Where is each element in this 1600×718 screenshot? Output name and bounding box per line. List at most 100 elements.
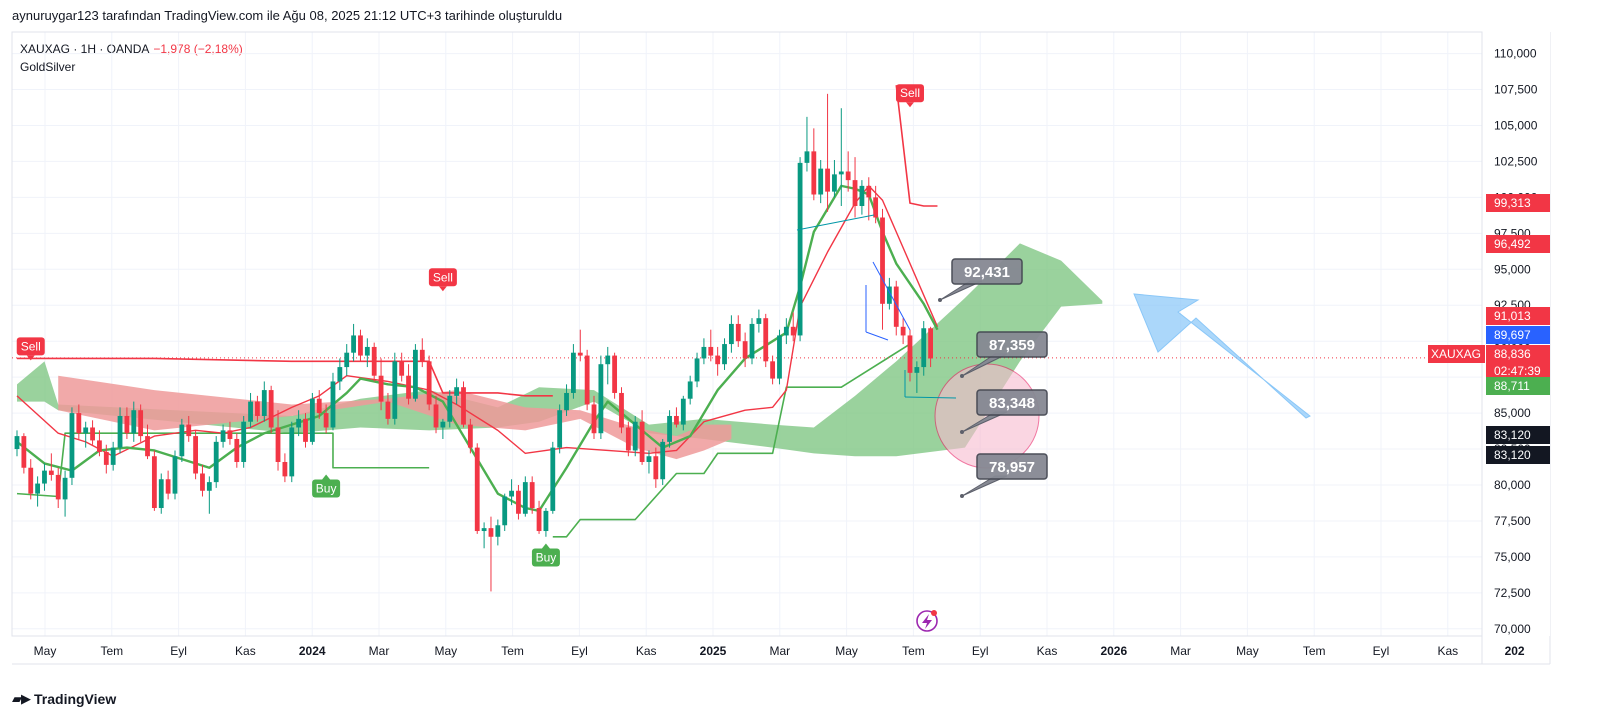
candle-body: [234, 438, 240, 462]
user-drawings[interactable]: 92,431 87,359 83,348 78,957: [796, 214, 1311, 632]
candle-body: [303, 418, 308, 442]
signal-label: Buy: [316, 481, 337, 495]
highlight-circle: [934, 363, 1040, 469]
candle-body: [351, 335, 356, 353]
callout-label: 92,431: [964, 264, 1010, 281]
sell-signal: Sell: [428, 268, 457, 292]
price-axis[interactable]: 110,000107,500105,000102,500100,00097,50…: [1428, 32, 1550, 664]
time-tick-label: May: [34, 644, 57, 658]
tradingview-logo-icon: ▰▶: [12, 691, 31, 706]
candle-body: [454, 387, 460, 396]
candle-body: [309, 398, 315, 442]
time-tick-label: Mar: [769, 644, 790, 658]
chart-frame: [11, 31, 1483, 637]
candle-body: [742, 341, 748, 359]
price-tick-label: 80,000: [1494, 478, 1531, 492]
candle-body: [255, 401, 260, 416]
price-label: 91,013: [1486, 307, 1550, 325]
tradingview-logo[interactable]: ▰▶ TradingView: [12, 691, 116, 707]
time-tick-label: 2025: [700, 644, 727, 658]
candle-body: [316, 398, 322, 414]
sell-signal: Sell: [16, 337, 45, 361]
time-tick-label: Kas: [1437, 644, 1458, 658]
candle-body: [413, 349, 418, 399]
symbol-tag: XAUXAG: [1431, 347, 1481, 361]
candle-body: [763, 318, 769, 362]
callout-label: 87,359: [989, 337, 1035, 354]
candle-body: [900, 326, 906, 336]
candle-body: [158, 479, 164, 509]
candle-body: [522, 482, 528, 514]
price-tick-label: 72,500: [1494, 586, 1531, 600]
candle-body: [461, 387, 466, 425]
signal-badge: [16, 337, 45, 356]
candle-body: [392, 361, 398, 419]
callout-label: 78,957: [989, 459, 1035, 476]
candle-body: [605, 355, 611, 365]
candle-body: [474, 447, 480, 532]
candle-body: [220, 430, 226, 442]
price-label: 88,711: [1486, 377, 1550, 395]
candle-body: [337, 367, 343, 382]
candle-body: [495, 525, 501, 537]
candle-body: [790, 326, 796, 336]
candle-body: [625, 427, 631, 451]
price-label-value: 83,120: [1494, 428, 1531, 442]
time-tick-label: May: [1236, 644, 1259, 658]
supertrend-up-line-2: [552, 343, 911, 538]
signal-badge: [428, 268, 457, 287]
time-tick-label: Eyl: [972, 644, 989, 658]
candle-body: [344, 352, 350, 368]
callout-label: 83,348: [989, 395, 1035, 412]
candle-body: [564, 392, 569, 411]
price-label-value: 88,836: [1494, 347, 1531, 361]
candle-body: [928, 328, 934, 359]
candle-body: [145, 436, 150, 457]
candle-body: [893, 286, 899, 327]
price-tick-label: 95,000: [1494, 262, 1531, 276]
time-tick-label: Mar: [1170, 644, 1191, 658]
candle-body: [275, 427, 281, 462]
candle-body: [62, 477, 68, 500]
signal-pointer: [541, 543, 550, 549]
kijun-sen-line: [16, 185, 939, 457]
candle-body: [76, 413, 82, 434]
candle-body: [447, 395, 453, 422]
price-tick-label: 77,500: [1494, 514, 1531, 528]
callout-box: [976, 389, 1048, 416]
signal-label: Buy: [536, 551, 557, 565]
candle-body: [364, 346, 370, 356]
chart-legend: XAUXAG · 1H · OANDA −1,978 (−2,18%) GoldS…: [20, 40, 243, 76]
candle-body: [21, 436, 27, 468]
candle-body: [433, 404, 439, 428]
candle-body: [206, 482, 212, 491]
time-tick-label: May: [434, 644, 457, 658]
candle-body: [138, 410, 144, 437]
price-change: −1,978 (−2,18%): [153, 42, 243, 56]
callout-box: [951, 258, 1023, 285]
time-tick-label: Mar: [369, 644, 390, 658]
time-tick-label: Kas: [235, 644, 256, 658]
candle-body: [715, 355, 721, 365]
candle-body: [886, 286, 892, 304]
candlesticks: [14, 93, 934, 592]
candle-body: [358, 335, 363, 356]
price-tick-label: 110,000: [1494, 47, 1537, 61]
indicator-name[interactable]: GoldSilver: [20, 60, 76, 74]
candle-body: [639, 421, 645, 462]
candle-body: [804, 151, 810, 163]
candle-body: [55, 474, 61, 500]
time-tick-label: Eyl: [571, 644, 588, 658]
candle-body: [653, 456, 659, 480]
candle-body: [419, 349, 425, 362]
candle-body: [35, 483, 41, 494]
symbol-info[interactable]: XAUXAG · 1H · OANDA: [20, 42, 150, 56]
symbol-tag-bg: [1428, 345, 1485, 363]
candle-body: [852, 180, 858, 207]
time-axis[interactable]: May Tem Eyl Kas 2024 Mar May Tem Eyl Kas 2025 Mar Ma…: [34, 644, 1525, 658]
signal-pointer: [905, 102, 914, 108]
candle-body: [282, 461, 288, 477]
signal-badge: [895, 84, 924, 103]
callout-anchor: [960, 430, 964, 434]
